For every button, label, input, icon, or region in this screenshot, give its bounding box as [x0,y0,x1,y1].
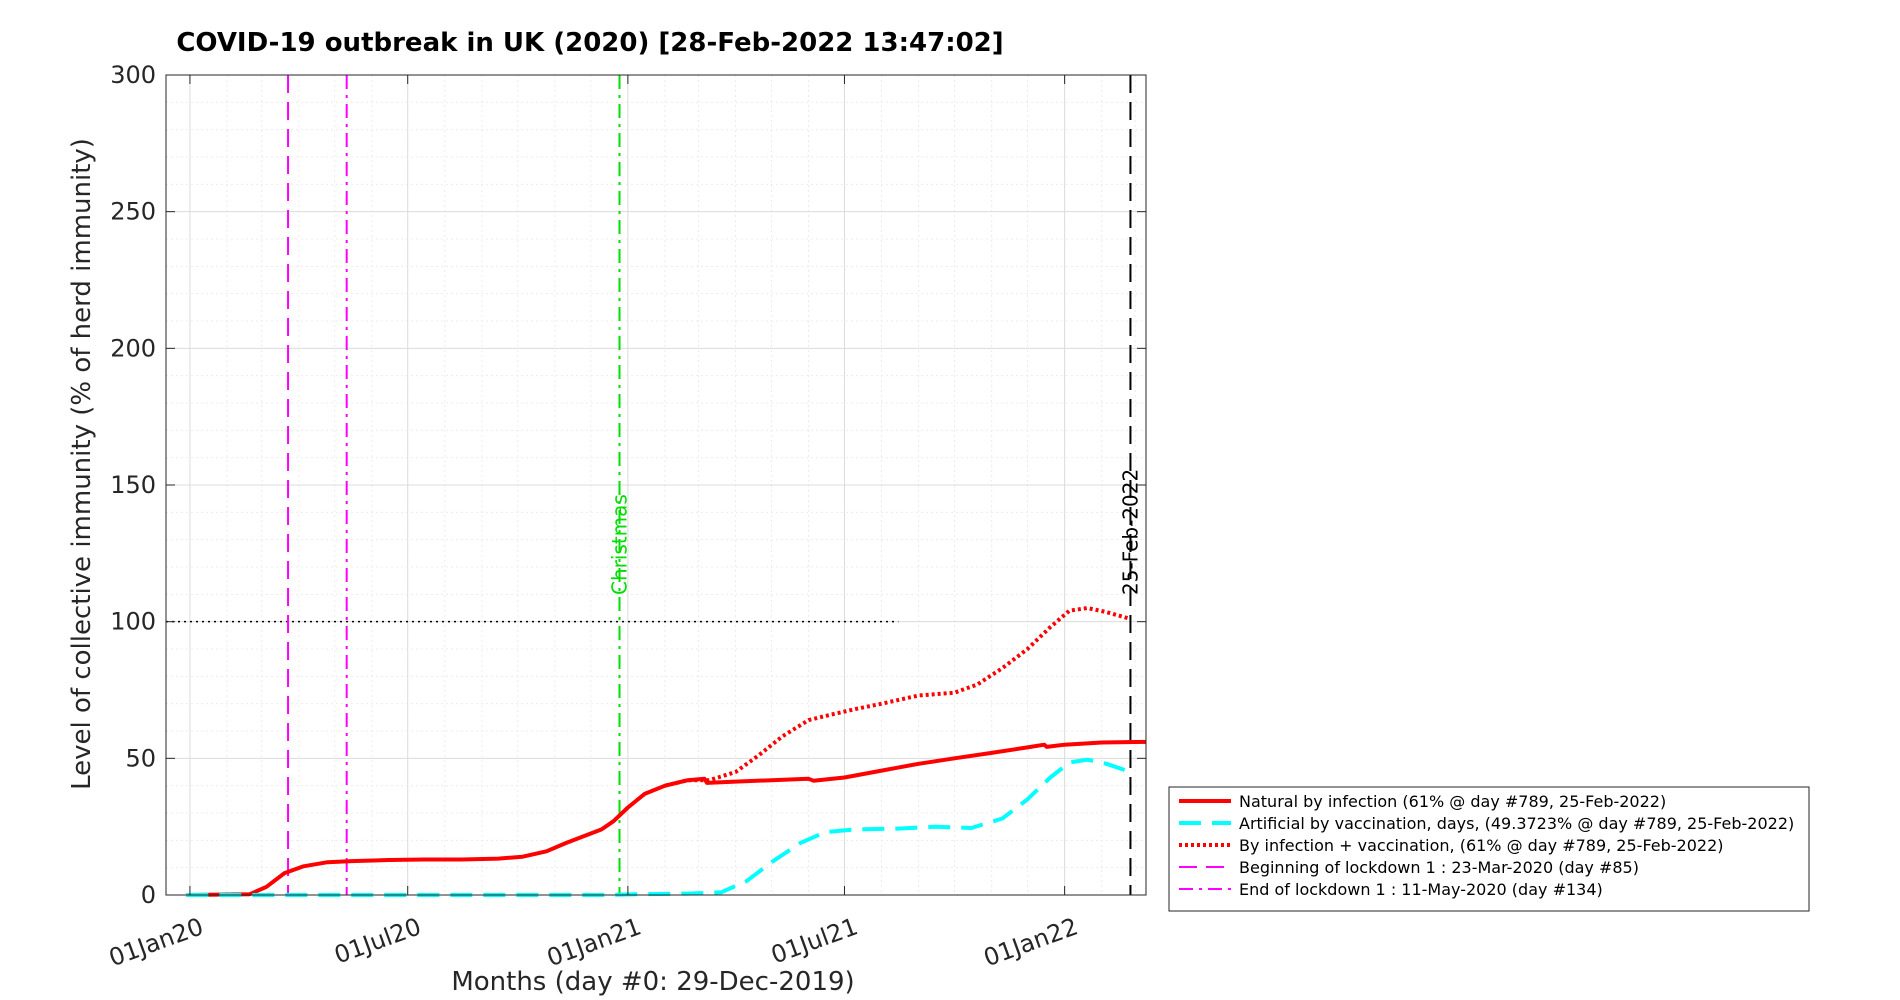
y-tick-label: 100 [110,608,156,636]
y-tick-label: 300 [110,61,156,89]
y-axis-label: Level of collective immunity (% of herd … [67,138,97,790]
legend-entry: Beginning of lockdown 1 : 23-Mar-2020 (d… [1239,858,1639,877]
major-grid [166,75,1146,895]
annotation-label: Christmas [608,494,632,595]
x-axis-label: Months (day #0: 29-Dec-2019) [451,967,854,997]
chart-title: COVID-19 outbreak in UK (2020) [28-Feb-2… [176,28,1003,58]
legend-entry: By infection + vaccination, (61% @ day #… [1239,836,1724,855]
legend: Natural by infection (61% @ day #789, 25… [1168,786,1810,912]
y-tick-label: 0 [141,881,156,909]
series-line [186,757,1132,897]
series-line [186,739,1147,897]
legend-entry: End of lockdown 1 : 11-May-2020 (day #13… [1239,880,1603,899]
y-tick-label: 250 [110,198,156,226]
annotation-label: 25-Feb-2022 [1118,469,1142,595]
legend-entry: Natural by infection (61% @ day #789, 25… [1239,792,1666,811]
legend-entry: Artificial by vaccination, days, (49.372… [1239,814,1794,833]
plot-area: Christmas 25-Feb-2022 [166,75,1147,897]
y-tick-label: 150 [110,471,156,499]
legend-box [1168,786,1810,912]
y-tick-label: 200 [110,334,156,362]
y-tick-label: 50 [125,744,156,772]
